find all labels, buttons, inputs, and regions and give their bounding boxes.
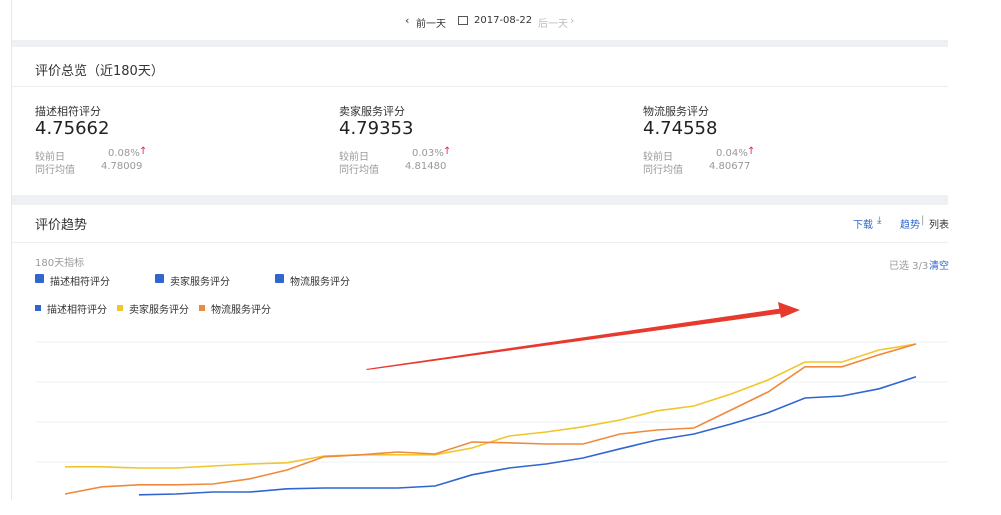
- gap: [12, 195, 948, 205]
- checkbox-label[interactable]: 卖家服务评分: [170, 277, 230, 288]
- annotation-arrow: [366, 302, 800, 370]
- download[interactable]: 下载: [853, 220, 873, 231]
- section-title: 评价总览（近180天）: [35, 64, 164, 79]
- card-score: 4.75662: [35, 118, 110, 139]
- checkbox[interactable]: [275, 274, 284, 283]
- date[interactable]: 2017-08-22: [474, 15, 533, 26]
- avg-value: 4.80677: [709, 161, 751, 172]
- metrics-label: 180天指标: [35, 258, 85, 269]
- legend-label: 描述相符评分: [47, 305, 107, 316]
- divider: [12, 86, 948, 87]
- gap: [12, 40, 948, 47]
- change-value: 0.04%: [716, 148, 748, 159]
- clear[interactable]: 清空: [929, 261, 949, 272]
- download-icon[interactable]: ⤓: [877, 215, 882, 226]
- checkbox[interactable]: [35, 274, 44, 283]
- legend-label: 物流服务评分: [211, 305, 271, 316]
- up-arrow: ↑: [139, 146, 148, 157]
- change-value: 0.08%: [108, 148, 140, 159]
- series-line: [65, 343, 917, 469]
- card-label: 卖家服务评分: [339, 105, 405, 118]
- change-label: 较前日: [643, 152, 673, 163]
- card-score: 4.74558: [643, 118, 718, 139]
- card-label: 物流服务评分: [643, 105, 709, 118]
- arrow-head: [778, 302, 800, 318]
- arrow-shaft: [366, 308, 785, 370]
- checkbox-label[interactable]: 物流服务评分: [290, 277, 350, 288]
- change-label: 较前日: [35, 152, 65, 163]
- next-icon: ›: [570, 14, 575, 27]
- checkbox[interactable]: [155, 274, 164, 283]
- up-arrow: ↑: [747, 146, 756, 157]
- checkbox-label[interactable]: 描述相符评分: [50, 277, 110, 288]
- view-chart[interactable]: 趋势: [900, 220, 920, 231]
- separator: |: [921, 215, 925, 226]
- series-line: [138, 376, 917, 496]
- avg-value: 4.78009: [101, 161, 143, 172]
- avg-label: 同行均值: [643, 165, 683, 176]
- change-value: 0.03%: [412, 148, 444, 159]
- change-label: 较前日: [339, 152, 369, 163]
- avg-label: 同行均值: [35, 165, 75, 176]
- legend-swatch: [35, 305, 41, 311]
- selected-count: 已选 3/3: [889, 261, 929, 272]
- grid: [35, 341, 948, 463]
- divider: [12, 242, 948, 243]
- left-border: [11, 0, 12, 500]
- calendar-icon[interactable]: [458, 16, 468, 25]
- prev-icon[interactable]: ‹: [405, 14, 410, 27]
- card-label: 描述相符评分: [35, 105, 101, 118]
- legend-label: 卖家服务评分: [129, 305, 189, 316]
- series-line: [64, 343, 917, 495]
- prev-day[interactable]: 前一天: [416, 19, 446, 30]
- avg-label: 同行均值: [339, 165, 379, 176]
- up-arrow: ↑: [443, 146, 452, 157]
- legend-swatch: [199, 305, 205, 311]
- avg-value: 4.81480: [405, 161, 447, 172]
- legend-swatch: [117, 305, 123, 311]
- section-title: 评价趋势: [35, 218, 88, 233]
- chart: [35, 302, 948, 496]
- card-score: 4.79353: [339, 118, 414, 139]
- view-table[interactable]: 列表: [929, 220, 949, 231]
- next-day: 后一天: [538, 19, 568, 30]
